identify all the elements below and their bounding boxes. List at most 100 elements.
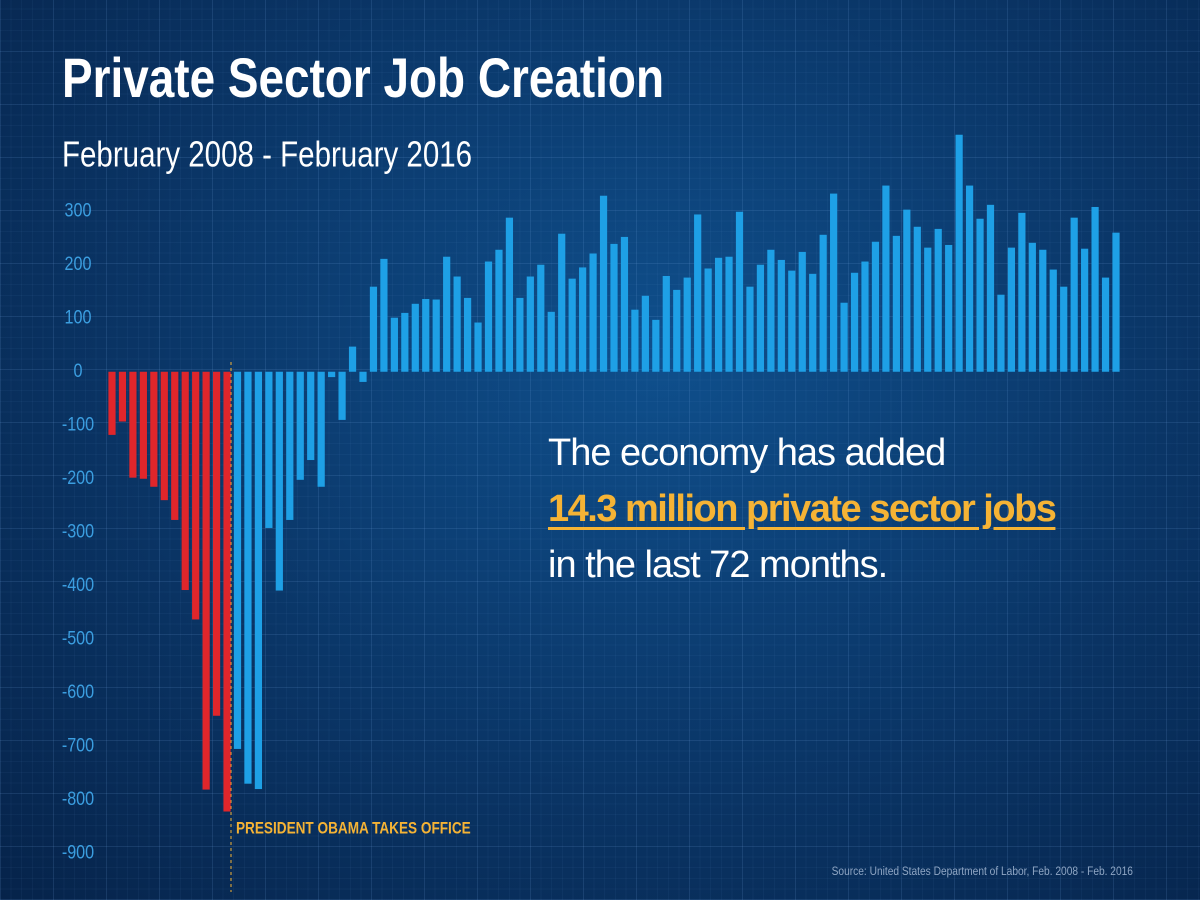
bar (348, 346, 357, 372)
bar (599, 195, 608, 372)
bar (850, 272, 859, 372)
bar (694, 214, 702, 372)
bar (788, 270, 796, 372)
bar (526, 276, 534, 372)
bar (673, 289, 681, 372)
bar (558, 233, 566, 372)
chart-title: Private Sector Job Creation (62, 46, 664, 108)
bar (1091, 206, 1099, 372)
bar (474, 322, 482, 372)
bar (202, 371, 210, 790)
bar (537, 264, 545, 372)
source: Source: United States Department of Labo… (832, 865, 1133, 878)
bar (244, 371, 252, 784)
bar (1101, 277, 1110, 372)
bar (275, 371, 283, 591)
bar (495, 249, 503, 372)
bar (1049, 269, 1057, 372)
y-tick-label: -900 (62, 841, 94, 863)
bar (390, 317, 398, 372)
bar (652, 319, 660, 372)
bar (129, 371, 137, 478)
bar (401, 312, 409, 372)
bar (307, 371, 315, 461)
bar (192, 371, 200, 620)
bar (223, 371, 231, 812)
bar (380, 258, 388, 372)
bar (903, 209, 911, 372)
bar (997, 294, 1005, 372)
y-tick-label: -200 (62, 467, 94, 489)
bar (568, 278, 576, 372)
bar (924, 247, 932, 372)
bar (798, 251, 806, 372)
bar (296, 371, 304, 480)
bar (1112, 232, 1120, 372)
bar (108, 371, 116, 435)
bar (683, 277, 691, 372)
bar (1028, 242, 1036, 372)
y-tick-label: 100 (65, 306, 92, 328)
bar (871, 241, 880, 372)
bar (1081, 248, 1089, 372)
bar (965, 185, 974, 372)
bar (777, 259, 785, 372)
bar (830, 193, 838, 372)
bar (882, 185, 890, 372)
bar (411, 303, 419, 372)
bar (432, 299, 440, 372)
bar (579, 267, 587, 372)
bar (1018, 212, 1026, 372)
message-line: The economy has added (548, 432, 946, 474)
bar (463, 297, 472, 372)
bar (892, 235, 900, 372)
bar (1039, 249, 1047, 372)
bar (756, 264, 765, 372)
bar (861, 261, 869, 372)
y-tick-label: -600 (62, 681, 94, 703)
bar (704, 268, 712, 372)
bar (516, 297, 524, 372)
bar (160, 371, 168, 501)
bar (254, 371, 263, 790)
y-tick-label: 0 (74, 360, 83, 382)
bar (986, 204, 995, 372)
bar (1060, 286, 1068, 372)
y-tick-label: -500 (62, 627, 94, 649)
bar (422, 298, 430, 372)
bar (840, 302, 848, 372)
bar (1070, 217, 1078, 372)
y-tick-label: -400 (62, 574, 94, 596)
bar (662, 275, 670, 372)
bar (369, 286, 378, 372)
chart-subtitle: February 2008 - February 2016 (62, 134, 472, 174)
annotation: PRESIDENT OBAMA TAKES OFFICE (236, 819, 471, 838)
bar (118, 371, 127, 422)
bar (714, 257, 723, 372)
bar (505, 217, 514, 372)
bar (631, 309, 639, 372)
bar (212, 371, 221, 716)
bar (913, 226, 921, 372)
bar (139, 371, 147, 479)
y-tick-label: 200 (65, 253, 92, 275)
bar (641, 295, 649, 372)
bar (945, 244, 953, 372)
bar (171, 371, 179, 520)
bar (317, 371, 325, 487)
bar (610, 243, 618, 372)
bar (286, 371, 294, 520)
bar (338, 371, 346, 420)
bar (1007, 247, 1016, 372)
y-tick-label: 300 (65, 199, 92, 221)
message-highlight: 14.3 million private sector jobs (548, 488, 1057, 530)
bar (746, 286, 754, 372)
y-tick-label: -300 (62, 520, 94, 542)
bar (934, 228, 942, 372)
bar (976, 218, 984, 372)
y-tick-label: -100 (62, 413, 94, 435)
y-tick-label: -700 (62, 734, 94, 756)
bar (453, 276, 461, 372)
y-tick-label: -800 (62, 788, 94, 810)
